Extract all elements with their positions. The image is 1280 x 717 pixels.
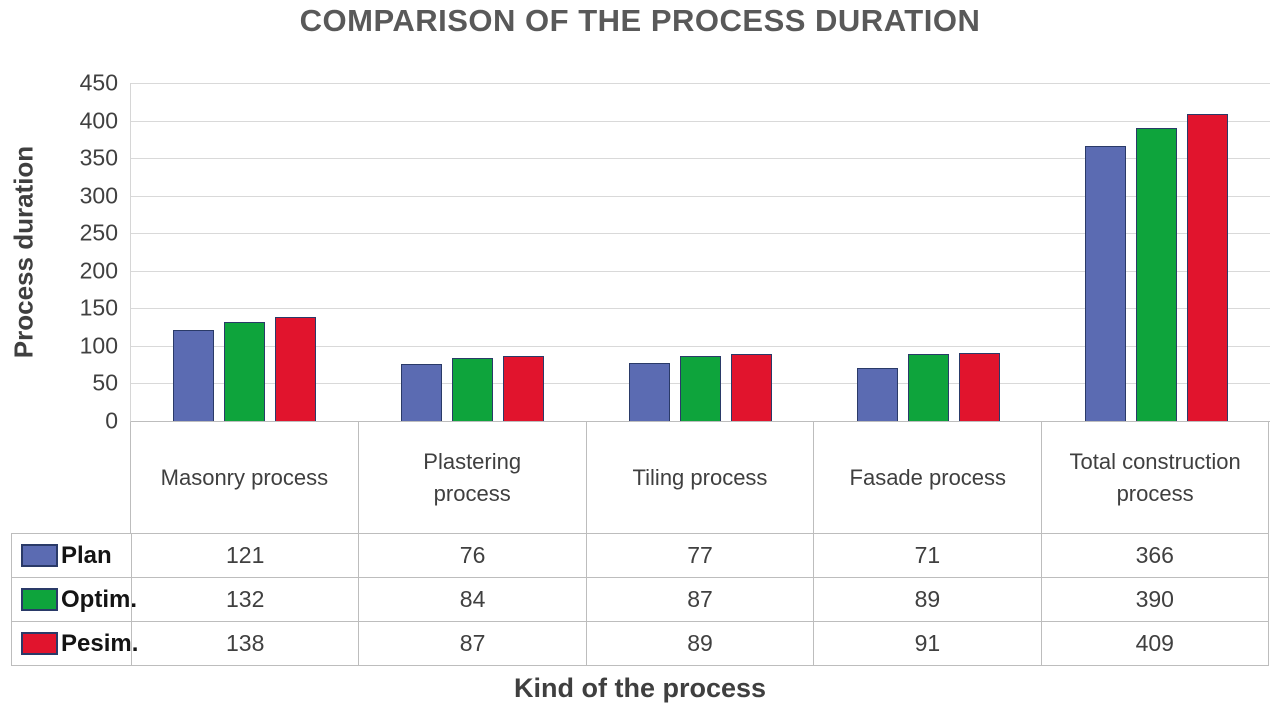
table-cell: 89	[585, 622, 813, 665]
bar-plan	[1084, 146, 1126, 421]
category-header-row: Masonry process Plastering process Tiling …	[130, 422, 1269, 533]
legend-swatch	[21, 588, 58, 611]
bar-optim	[452, 357, 494, 421]
bar-group	[131, 83, 359, 421]
y-tick-label: 400	[79, 107, 118, 134]
bar-group	[359, 83, 587, 421]
table-cell: 366	[1040, 534, 1268, 577]
table-cell: 87	[358, 622, 585, 665]
bar-pesim	[503, 355, 545, 421]
y-tick-label: 200	[79, 257, 118, 284]
legend-cell: Pesim.	[12, 622, 138, 665]
legend-swatch	[21, 544, 58, 567]
gridline	[131, 270, 1270, 272]
table-cell: 87	[585, 578, 813, 621]
legend-label: Optim.	[61, 585, 137, 613]
gridline	[131, 233, 1270, 235]
table-cell: 138	[131, 622, 358, 665]
y-tick-label: 50	[92, 369, 118, 396]
x-axis-title: Kind of the process	[513, 673, 767, 703]
category-label: Fasade process	[813, 422, 1041, 533]
y-tick-label: 150	[79, 294, 118, 321]
bar-optim	[224, 321, 266, 421]
category-label: Plastering process	[357, 422, 586, 533]
table-cell: 132	[131, 578, 358, 621]
bar-group	[587, 83, 815, 421]
table-cell: 91	[813, 622, 1040, 665]
gridline	[131, 308, 1270, 310]
table-cell: 390	[1040, 578, 1268, 621]
legend-cell: Optim.	[12, 578, 137, 621]
y-tick-label: 450	[79, 69, 118, 96]
bar-optim	[907, 354, 949, 421]
bar-plan	[401, 363, 443, 421]
table-row: Pesim. 138 87 89 91 409	[12, 622, 1268, 666]
gridline	[131, 345, 1270, 347]
table-cell: 84	[358, 578, 585, 621]
bar-pesim	[958, 352, 1000, 421]
legend-cell: Plan	[12, 534, 131, 577]
table-cell: 76	[358, 534, 585, 577]
bar-pesim	[275, 317, 317, 421]
table-cell: 71	[813, 534, 1040, 577]
category-label: Tiling process	[585, 422, 814, 533]
y-tick-label: 300	[79, 182, 118, 209]
y-tick-label: 250	[79, 219, 118, 246]
table-cell: 409	[1040, 622, 1268, 665]
gridline	[131, 83, 1270, 84]
table-cell: 121	[131, 534, 358, 577]
legend-label: Plan	[61, 541, 112, 569]
legend-label: Pesim.	[61, 629, 139, 657]
plot-area	[130, 83, 1270, 422]
category-label: Total construction process	[1041, 422, 1269, 533]
bar-pesim	[1186, 113, 1228, 421]
bar-plan	[628, 363, 670, 421]
bar-plan	[173, 330, 215, 421]
y-tick-label: 350	[79, 144, 118, 171]
table-cell: 77	[585, 534, 813, 577]
bar-plan	[856, 367, 898, 421]
gridline	[131, 120, 1270, 122]
y-tick-label: 100	[79, 332, 118, 359]
y-tick-label: 0	[105, 407, 118, 434]
bar-group	[814, 83, 1042, 421]
bar-group	[1042, 83, 1270, 421]
gridline	[131, 158, 1270, 160]
table-cell: 89	[813, 578, 1040, 621]
gridline	[131, 195, 1270, 197]
table-row: Optim. 132 84 87 89 390	[12, 578, 1268, 622]
bar-optim	[1135, 128, 1177, 421]
bar-groups	[131, 83, 1270, 421]
y-axis-ticks: 450 400 350 300 250 200 150 100 50 0	[0, 70, 118, 434]
chart-title: COMPARISON OF THE PROCESS DURATION	[299, 3, 981, 38]
bar-optim	[679, 355, 721, 421]
table-row: Plan 121 76 77 71 366	[12, 534, 1268, 578]
category-label: Masonry process	[130, 422, 358, 533]
bar-pesim	[730, 354, 772, 421]
data-table: Plan 121 76 77 71 366 Optim. 132 84 87 89 390 Pesim.…	[11, 533, 1269, 666]
legend-swatch	[21, 632, 58, 655]
